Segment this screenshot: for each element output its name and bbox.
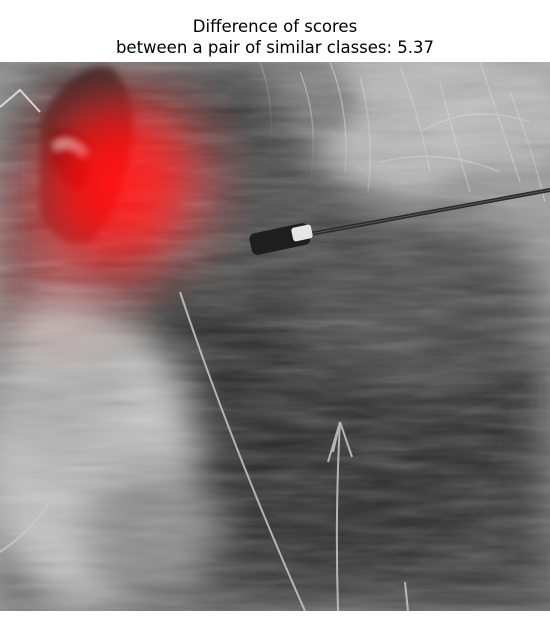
figure-title: Difference of scores between a pair of s… bbox=[0, 16, 550, 58]
saliency-heatmap bbox=[0, 62, 270, 382]
leash bbox=[249, 188, 550, 255]
grass-stems bbox=[0, 291, 409, 611]
dog-photo bbox=[0, 62, 550, 611]
title-line-1: Difference of scores bbox=[192, 17, 358, 36]
saliency-image bbox=[0, 62, 550, 611]
title-line-2: between a pair of similar classes: 5.37 bbox=[115, 38, 435, 57]
